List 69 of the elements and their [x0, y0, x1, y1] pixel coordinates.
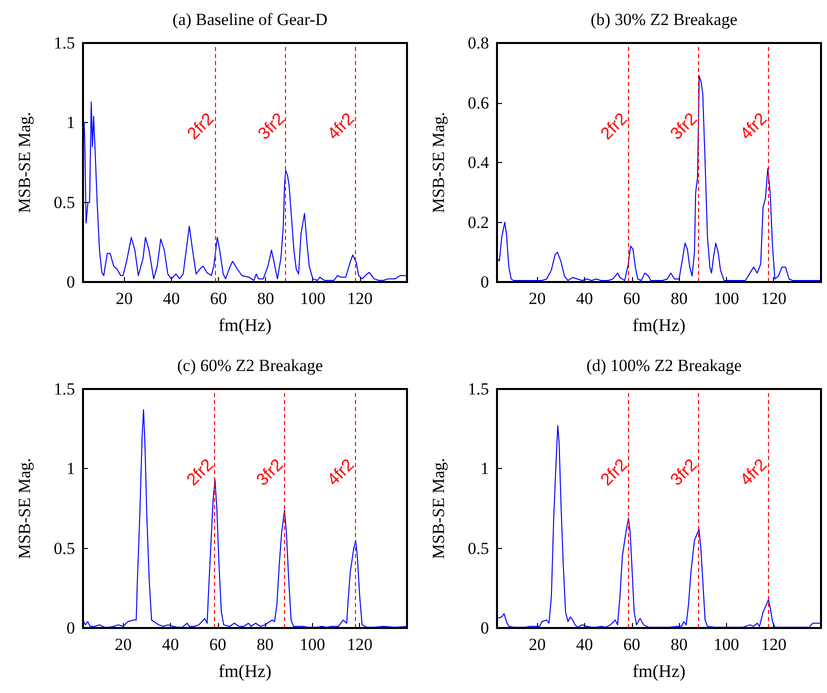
x-tick-label: 40 — [162, 289, 180, 308]
y-tick-label: 0 — [66, 272, 75, 292]
y-axis-title: MSB-SE Mag. — [429, 112, 448, 214]
y-tick-label: 1.5 — [468, 380, 489, 398]
ref-line-label: 4fr2 — [736, 109, 770, 144]
line-series — [496, 425, 822, 628]
x-tick-label: 20 — [528, 289, 546, 308]
x-tick-label: 20 — [528, 635, 546, 654]
line-series — [82, 409, 408, 628]
ref-line-label: 4fr2 — [736, 455, 770, 490]
y-tick-label: 0.5 — [54, 538, 75, 558]
x-tick-label: 60 — [210, 289, 227, 308]
x-tick-label: 80 — [670, 635, 688, 654]
ref-line-label: 4fr2 — [324, 109, 358, 144]
y-tick-label: 0.5 — [54, 192, 75, 212]
ref-line-label: 3fr2 — [666, 455, 701, 490]
y-tick-label: 1 — [66, 459, 75, 478]
y-tick-label: 1.5 — [54, 380, 75, 398]
y-axis-title: MSB-SE Mag. — [15, 112, 34, 214]
y-tick-label: 0.4 — [468, 153, 490, 172]
y-axis-title: MSB-SE Mag. — [429, 458, 448, 560]
y-tick-label: 0 — [66, 618, 75, 638]
y-axis-title: MSB-SE Mag. — [15, 458, 34, 560]
y-tick-label: 1 — [480, 459, 489, 478]
ref-line-label: 2fr2 — [596, 109, 631, 144]
x-tick-label: 80 — [670, 289, 688, 308]
x-tick-label: 80 — [257, 289, 274, 308]
x-tick-label: 40 — [576, 635, 594, 654]
x-tick-label: 100 — [300, 635, 326, 654]
x-tick-label: 100 — [300, 289, 326, 308]
y-tick-label: 1 — [66, 113, 75, 132]
ref-line-label: 2fr2 — [596, 455, 631, 490]
x-tick-label: 100 — [714, 289, 740, 308]
ref-line-label: 2fr2 — [184, 109, 218, 144]
x-tick-label: 120 — [760, 289, 786, 308]
y-tick-label: 0.8 — [468, 34, 489, 52]
x-tick-label: 60 — [623, 635, 640, 654]
x-axis-title: fm(Hz) — [632, 661, 686, 681]
x-tick-label: 60 — [623, 289, 640, 308]
x-axis-title: fm(Hz) — [218, 661, 272, 681]
x-axis-title: fm(Hz) — [632, 315, 686, 335]
x-tick-label: 80 — [256, 635, 274, 654]
ref-line-label: 3fr2 — [254, 109, 288, 144]
x-tick-label: 40 — [576, 289, 594, 308]
chart-title: (a) Baseline of Gear-D — [172, 10, 328, 29]
ref-line-label: 2fr2 — [182, 455, 217, 490]
y-tick-label: 0.6 — [468, 93, 489, 112]
y-tick-label: 1.5 — [54, 34, 75, 52]
line-series — [84, 101, 408, 281]
ref-line-label: 4fr2 — [324, 455, 358, 490]
ref-line-label: 3fr2 — [666, 109, 701, 144]
x-tick-label: 20 — [114, 635, 132, 654]
chart-title: (b) 30% Z2 Breakage — [590, 10, 738, 29]
ref-line-label: 3fr2 — [252, 455, 287, 490]
chart-title: (c) 60% Z2 Breakage — [177, 356, 323, 375]
y-tick-label: 0 — [480, 618, 489, 638]
x-tick-label: 40 — [162, 635, 180, 654]
chart-title: (d) 100% Z2 Breakage — [586, 356, 742, 375]
y-tick-label: 0 — [480, 272, 489, 292]
x-tick-label: 20 — [116, 289, 133, 308]
y-tick-label: 0.5 — [468, 538, 489, 558]
x-tick-label: 60 — [209, 635, 226, 654]
x-tick-label: 100 — [714, 635, 740, 654]
x-tick-label: 120 — [346, 635, 372, 654]
y-tick-label: 0.2 — [468, 212, 489, 232]
x-tick-label: 120 — [760, 635, 786, 654]
x-tick-label: 120 — [347, 289, 373, 308]
line-series — [496, 75, 822, 282]
x-axis-title: fm(Hz) — [218, 315, 272, 335]
